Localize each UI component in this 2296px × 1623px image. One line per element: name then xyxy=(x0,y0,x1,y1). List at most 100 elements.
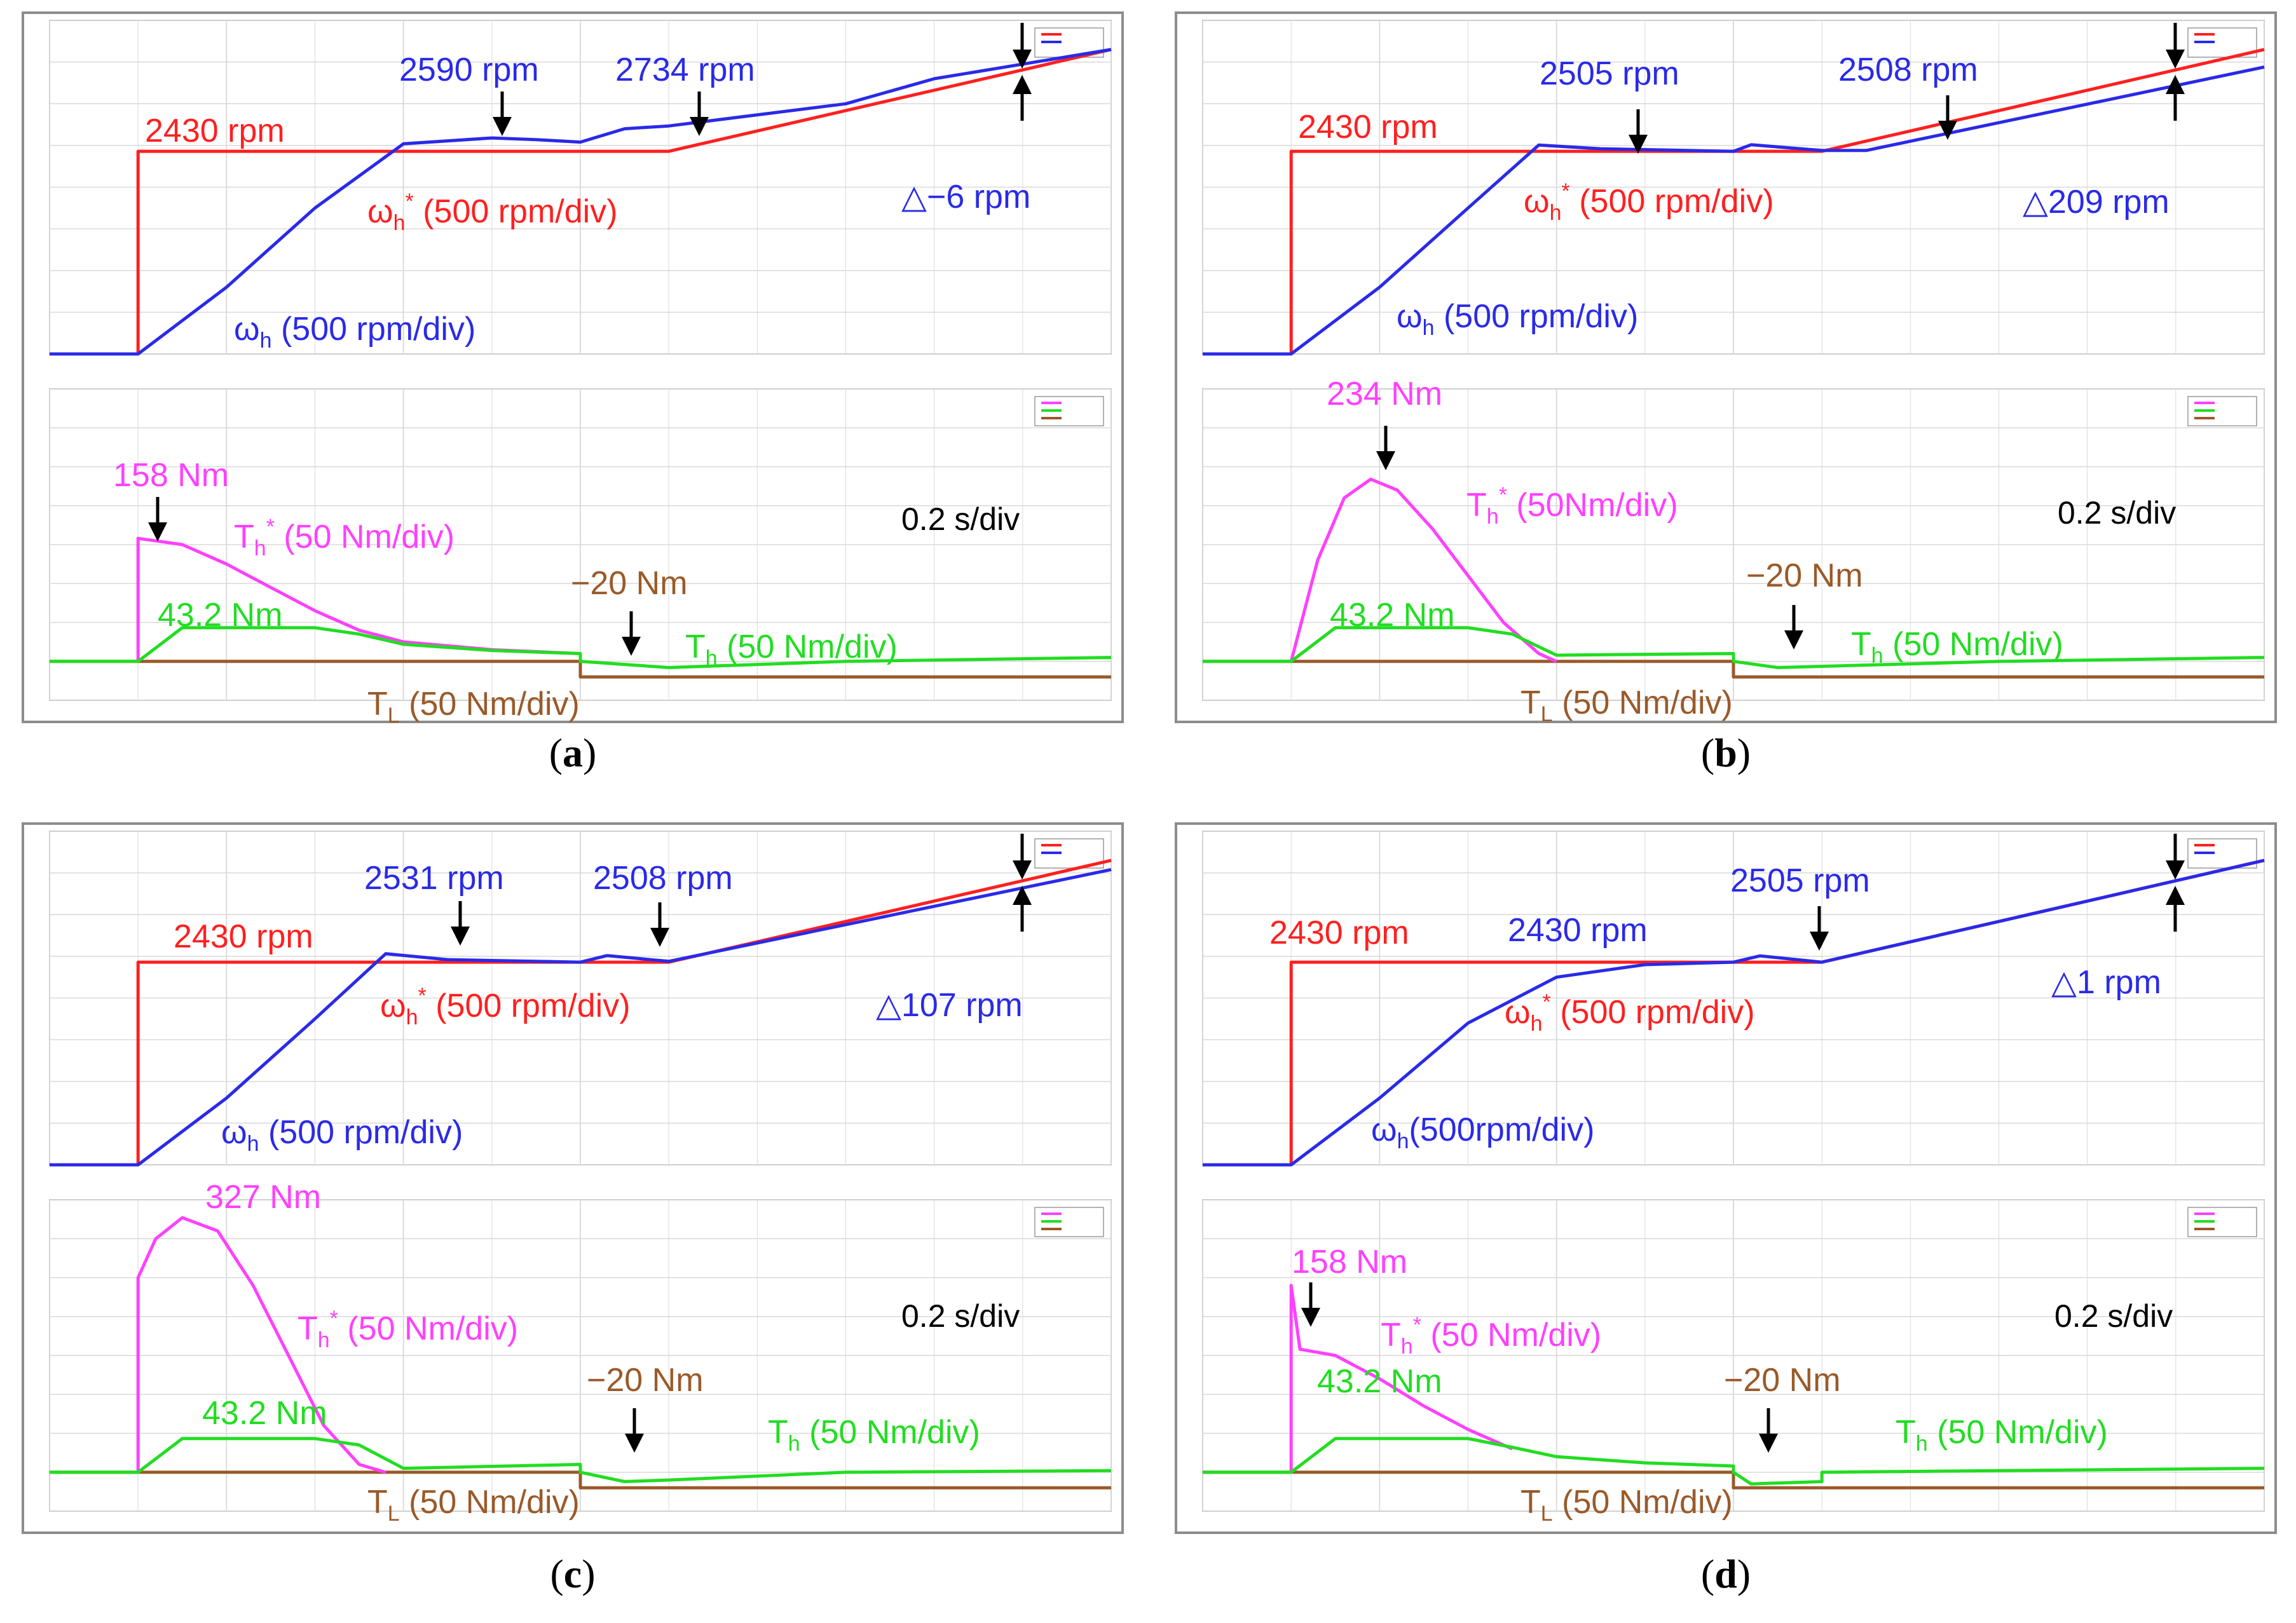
load-step-arrow xyxy=(1759,1408,1778,1453)
chart-svg-a xyxy=(49,20,1112,701)
panel-c: 2430 rpm 2531 rpm 2508 rpm △107 rpm ωh* (500… xyxy=(22,822,1124,1534)
torque-peak-arrow xyxy=(1376,426,1395,470)
peak1-label: 2590 rpm xyxy=(399,51,539,88)
panel-d: 2430 rpm 2430 rpm 2505 rpm △1 rpm ωh* (500 r… xyxy=(1175,822,2277,1534)
speed-ref-scale-label: ωh* (500 rpm/div) xyxy=(367,189,618,235)
speed-ref-scale-label: ωh* (500 rpm/div) xyxy=(1524,179,1774,225)
peak2-label: 2508 rpm xyxy=(1838,51,1978,88)
speed-scale-label: ωh (500 rpm/div) xyxy=(221,1114,463,1156)
torque-ref-scale-label: Th* (50 Nm/div) xyxy=(1381,1313,1602,1359)
torque-line xyxy=(50,1437,1112,1483)
panel-b: 2430 rpm 2505 rpm 2508 rpm △209 rpm ωh* (500… xyxy=(1175,11,2277,726)
caption-c: (c) xyxy=(550,1551,596,1596)
torque-ref-scale-label: Th* (50 Nm/div) xyxy=(234,515,455,560)
load-torque-line xyxy=(50,660,1111,679)
time-scale-label: 0.2 s/div xyxy=(2058,495,2176,531)
delta-label: △209 rpm xyxy=(2023,184,2170,221)
ref-speed-label: 2430 rpm xyxy=(174,918,313,955)
load-value-label: −20 Nm xyxy=(1724,1362,1841,1399)
speed-scale-label: ωh(500rpm/div) xyxy=(1371,1111,1595,1153)
peak1-label: 2531 rpm xyxy=(364,860,504,897)
torque-peak-arrow xyxy=(148,497,167,541)
torque-value-label: 43.2 Nm xyxy=(158,597,283,634)
peak1-arrow xyxy=(451,901,470,946)
peak2-arrow xyxy=(650,902,669,947)
ref-speed-label: 2430 rpm xyxy=(1298,109,1438,146)
peak2-label: 2734 rpm xyxy=(615,51,755,88)
speed-scale-label: ωh (500 rpm/div) xyxy=(234,311,476,353)
torque-value-label: 43.2 Nm xyxy=(1317,1363,1442,1400)
load-step-arrow xyxy=(622,611,641,656)
torque-scale-label: Th (50 Nm/div) xyxy=(1896,1414,2108,1456)
speed-ref-scale-label: ωh* (500 rpm/div) xyxy=(380,984,631,1029)
speed-line xyxy=(1203,859,2265,1167)
chart-svg-d xyxy=(1202,831,2265,1512)
torque-ref-peak-label: 327 Nm xyxy=(205,1179,322,1216)
load-scale-label: TL (50 Nm/div) xyxy=(367,1484,580,1526)
delta-arrow-up xyxy=(1013,75,1032,121)
torque-ref-peak-label: 158 Nm xyxy=(113,457,229,494)
torque-ref-line xyxy=(1289,1284,1514,1472)
peak1-label: 2505 rpm xyxy=(1540,55,1679,92)
panel-a: 2430 rpm 2590 rpm 2734 rpm △−6 rpm ωh* (500 … xyxy=(22,11,1124,728)
torque-scale-label: Th (50 Nm/div) xyxy=(685,628,898,670)
load-scale-label: TL (50 Nm/div) xyxy=(1520,684,1733,726)
delta-arrow-down xyxy=(2166,834,2185,879)
speed-scale-label: ωh (500 rpm/div) xyxy=(1397,298,1639,340)
load-scale-label: TL (50 Nm/div) xyxy=(1520,1484,1733,1526)
load-torque-line xyxy=(50,1470,1111,1490)
speed-line xyxy=(50,48,1112,356)
speed-ref-scale-label: ωh* (500 rpm/div) xyxy=(1505,990,1755,1036)
peak2-arrow xyxy=(1810,906,1829,951)
torque-scale-label: Th (50 Nm/div) xyxy=(1851,626,2063,668)
caption-d: (d) xyxy=(1700,1551,1751,1596)
peak2-label: 2508 rpm xyxy=(593,860,733,897)
load-step-arrow xyxy=(1784,605,1803,649)
time-scale-label: 0.2 s/div xyxy=(2054,1298,2173,1334)
ref-speed-label: 2430 rpm xyxy=(145,112,285,149)
torque-value-label: 43.2 Nm xyxy=(1330,597,1455,634)
torque-scale-label: Th (50 Nm/div) xyxy=(768,1414,980,1456)
speed-line xyxy=(1203,65,2265,356)
peak2-label: 2505 rpm xyxy=(1730,862,1870,899)
torque-line xyxy=(1203,626,2265,669)
peak2-arrow xyxy=(690,92,709,136)
peak1-label: 2430 rpm xyxy=(1508,912,1648,949)
torque-line xyxy=(1203,1437,2265,1486)
delta-arrow-up xyxy=(2166,886,2185,932)
peak1-arrow xyxy=(1629,109,1648,154)
load-value-label: −20 Nm xyxy=(587,1362,704,1399)
delta-arrow-down xyxy=(2166,23,2185,69)
delta-arrow-down xyxy=(1013,834,1032,879)
delta-label: △1 rpm xyxy=(2051,964,2161,1001)
peak2-arrow xyxy=(1938,95,1957,140)
delta-label: △−6 rpm xyxy=(901,179,1031,215)
load-step-arrow xyxy=(625,1408,644,1453)
peak1-arrow xyxy=(493,92,512,136)
time-scale-label: 0.2 s/div xyxy=(901,1298,1020,1334)
torque-value-label: 43.2 Nm xyxy=(202,1395,327,1432)
chart-svg-c xyxy=(49,831,1112,1512)
ref-speed-label: 2430 rpm xyxy=(1269,914,1409,951)
torque-ref-peak-label: 234 Nm xyxy=(1327,376,1443,412)
caption-b: (b) xyxy=(1700,730,1751,775)
load-torque-line xyxy=(1203,1470,2264,1490)
torque-ref-scale-label: Th* (50Nm/div) xyxy=(1466,483,1678,529)
speed-line xyxy=(50,867,1112,1167)
torque-peak-arrow xyxy=(1301,1282,1320,1327)
delta-arrow-up xyxy=(1013,886,1032,932)
torque-ref-scale-label: Th* (50 Nm/div) xyxy=(297,1307,519,1352)
delta-arrow-down xyxy=(1013,23,1032,69)
torque-ref-line xyxy=(136,1216,386,1474)
delta-arrow-up xyxy=(2166,75,2185,121)
delta-label: △107 rpm xyxy=(876,987,1023,1024)
load-value-label: −20 Nm xyxy=(1746,557,1863,594)
chart-svg-b xyxy=(1202,20,2265,701)
torque-line xyxy=(50,626,1112,669)
load-value-label: −20 Nm xyxy=(571,565,688,602)
load-torque-line xyxy=(1203,660,2264,679)
caption-a: (a) xyxy=(549,730,597,775)
torque-ref-peak-label: 158 Nm xyxy=(1292,1244,1408,1280)
load-scale-label: TL (50 Nm/div) xyxy=(367,686,580,728)
time-scale-label: 0.2 s/div xyxy=(901,501,1020,537)
